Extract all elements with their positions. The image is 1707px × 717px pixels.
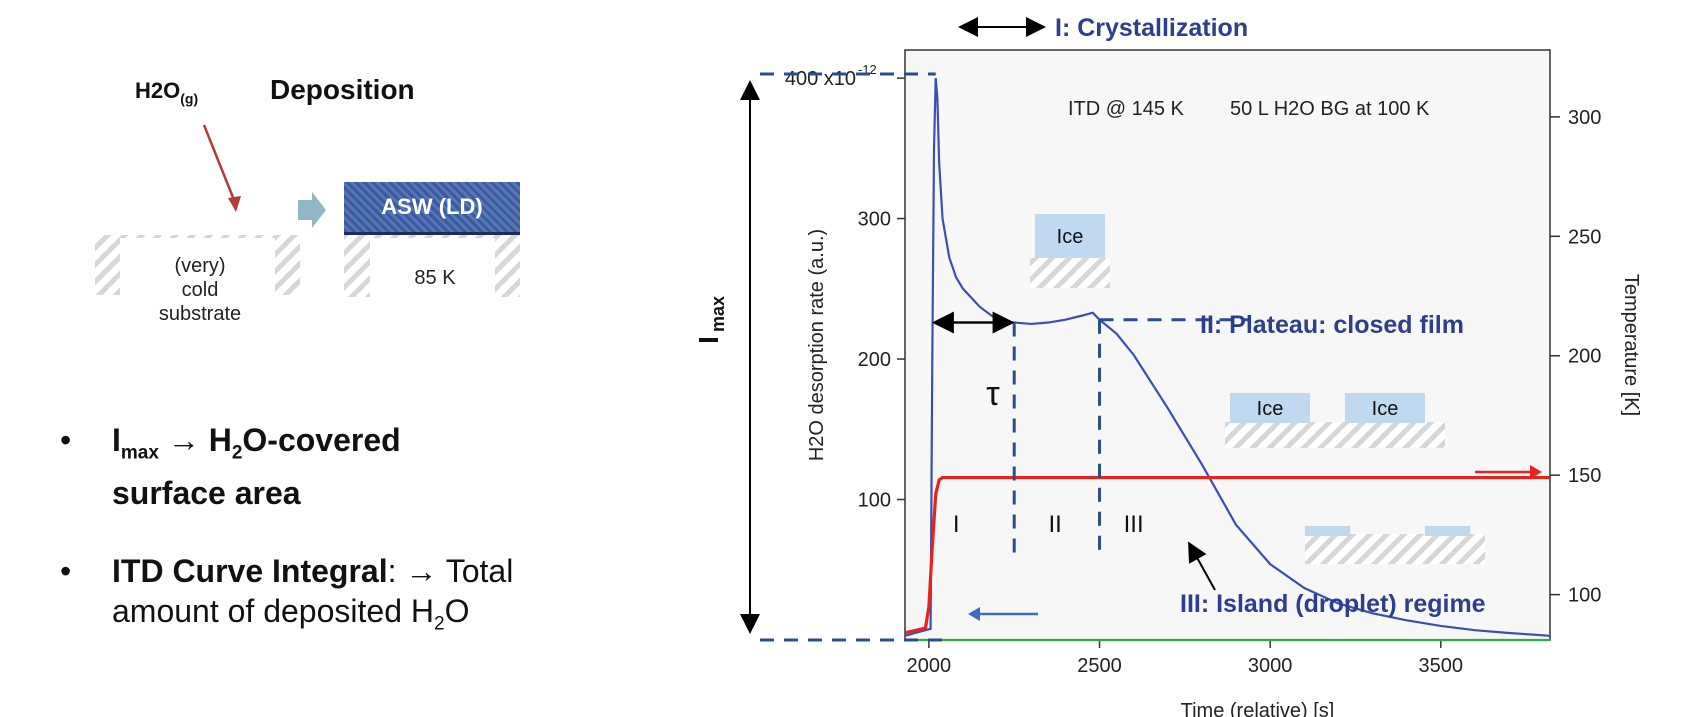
series-line-0 [904,78,1551,637]
x-tick-label-3500: 3500 [1419,655,1464,677]
tau-label: τ [986,375,1000,413]
temperature-85k-label: 85 K [414,267,456,289]
h2o-sub: 2 [433,613,445,635]
imax-label: I [693,336,724,344]
series-line-1 [904,475,1550,635]
substrate-hatch-1 [1225,422,1445,448]
h2-sub: 2 [231,442,243,464]
bullet-imax: • Imax → H2O-covered surface area [60,420,660,513]
island-arrow [1188,541,1216,591]
deposition-schematic [95,124,520,300]
y-tick-label-200: 200 [858,349,891,371]
bg-annotation: 50 L H2O BG at 100 K [1230,98,1430,120]
bullet-dot: • [60,553,72,590]
x-axis-label: Time (relative) [s] [1181,700,1335,717]
y2-tick-label-150: 150 [1568,465,1601,487]
plateau-label: II: Plateau: closed film [1200,311,1464,339]
warm-substrate-gap [370,238,495,300]
itd-annotation: ITD @ 145 K [1068,98,1185,120]
gas-label-sub: (g) [180,90,199,107]
deposition-arrow-head [228,196,241,212]
phase-label-2: II [1048,511,1061,538]
ice-label-0: Ice [1057,226,1084,248]
y2-tick-label-250: 250 [1568,226,1601,248]
substrate-gap [120,238,275,300]
bullet-itd: • ITD Curve Integral: → Total amount of … [60,551,660,644]
o-text: O [444,593,470,630]
crystallization-label: I: Crystallization [1055,14,1248,42]
total-text: : → Total [387,553,514,590]
asw-ld-layer: ASW (LD) [344,182,520,235]
substrate-label: (very) cold substrate [130,254,270,326]
ice-box-1 [1230,393,1310,423]
imax-text: I [112,422,121,458]
y2-tick-label-100: 100 [1568,585,1601,607]
deposition-title: Deposition [270,74,415,105]
gas-label-text: H2O [135,78,181,103]
substrate-line-2: cold [181,279,219,301]
substrate-hatch-2 [1305,534,1485,564]
deposition-arrow-line [202,124,238,206]
ice-box-3 [1305,526,1350,536]
substrate-line-1: (very) [174,255,226,277]
phase-label-3: III [1124,511,1144,538]
imax-sub: max [120,442,159,464]
y-tick-label-100: 100 [858,490,891,512]
y2-axis-label: Temperature [K] [1620,274,1642,416]
amount-text: amount of deposited H [112,593,434,630]
transition-arrow-icon [298,192,326,228]
ice-label-1: Ice [1257,398,1284,420]
x-tick-label-2000: 2000 [907,655,952,677]
ice-box-0 [1035,214,1105,258]
y2-tick-label-300: 300 [1568,107,1601,129]
bullet-list: • Imax → H2O-covered surface area • ITD … [60,420,660,683]
ice-box-2 [1345,393,1425,423]
y-top-tick-label: 400 x10 [785,68,856,90]
substrate-line-3: substrate [158,303,242,325]
surface-area-text: surface area [112,475,301,512]
imax-label-sub: max [708,296,728,332]
desorption-hint-arrow-icon [968,607,980,621]
bullet-dot: • [60,422,72,458]
phase-label-1: I [953,511,960,538]
y-axis-label: H2O desorption rate (a.u.) [806,229,828,461]
arrow-h-text: → H [158,422,232,458]
island-label: III: Island (droplet) regime [1180,590,1486,618]
x-tick-label-3000: 3000 [1248,655,1293,677]
y2-tick-label-200: 200 [1568,346,1601,368]
substrate-hatch-0 [1030,258,1110,288]
ice-box-4 [1425,526,1470,536]
ice-label-2: Ice [1372,398,1399,420]
covered-text: O-covered [242,422,401,458]
temperature-hint-arrow-icon [1530,465,1542,479]
x-tick-label-2500: 2500 [1077,655,1122,677]
gas-label: H2O(g) [135,78,198,106]
itd-curve-integral: ITD Curve Integral [112,553,388,590]
y-tick-label-300: 300 [858,209,891,231]
